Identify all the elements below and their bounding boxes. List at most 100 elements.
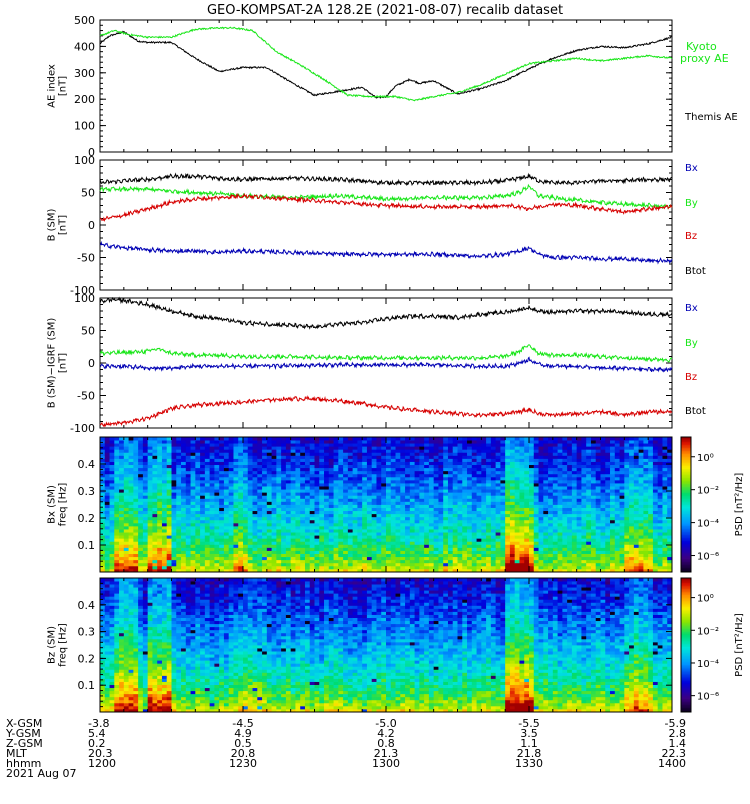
spectrogram-cell bbox=[253, 532, 258, 535]
spectrogram-cell bbox=[110, 563, 115, 566]
y-axis-label-line: B (SM)−IGRF (SM) bbox=[47, 318, 58, 409]
spectrogram-cell bbox=[553, 544, 558, 547]
spectrogram-cell bbox=[267, 511, 272, 514]
spectrogram-cell bbox=[510, 544, 515, 547]
spectrogram-cell bbox=[496, 489, 501, 492]
spectrogram-cell bbox=[100, 440, 105, 443]
spectrogram-cell bbox=[257, 529, 262, 532]
spectrogram-cell bbox=[138, 455, 143, 458]
spectrogram-cell bbox=[248, 440, 253, 443]
spectrogram-cell bbox=[157, 468, 162, 471]
spectrogram-cell bbox=[491, 501, 496, 504]
spectrogram-cell bbox=[462, 538, 467, 541]
spectrogram-cell bbox=[458, 462, 463, 465]
spectrogram-cell bbox=[129, 489, 134, 492]
spectrogram-cell bbox=[477, 498, 482, 501]
spectrogram-cell bbox=[119, 495, 124, 498]
spectrogram-cell bbox=[519, 492, 524, 495]
spectrogram-cell bbox=[577, 495, 582, 498]
spectrogram-cell bbox=[129, 566, 134, 569]
spectrogram-cell bbox=[577, 508, 582, 511]
spectrogram-cell bbox=[138, 532, 143, 535]
spectrogram-cell bbox=[434, 529, 439, 532]
spectrogram-cell bbox=[162, 526, 167, 529]
spectrogram-cell bbox=[324, 452, 329, 455]
spectrogram-cell bbox=[548, 498, 553, 501]
spectrogram-cell bbox=[491, 455, 496, 458]
spectrogram-cell bbox=[572, 547, 577, 550]
spectrogram-cell bbox=[362, 557, 367, 560]
spectrogram-cell bbox=[467, 557, 472, 560]
spectrogram-cell bbox=[319, 483, 324, 486]
spectrogram-cell bbox=[338, 505, 343, 508]
spectrogram-cell bbox=[129, 557, 134, 560]
spectrogram-cell bbox=[172, 437, 177, 440]
spectrogram-cell bbox=[319, 529, 324, 532]
spectrogram-cell bbox=[210, 541, 215, 544]
spectrogram-cell bbox=[553, 477, 558, 480]
spectrogram-cell bbox=[267, 495, 272, 498]
spectrogram-cell bbox=[210, 446, 215, 449]
spectrogram-cell bbox=[448, 501, 453, 504]
spectrogram-cell bbox=[114, 544, 119, 547]
spectrogram-cell bbox=[581, 465, 586, 468]
spectrogram-cell bbox=[519, 489, 524, 492]
spectrogram-cell bbox=[572, 505, 577, 508]
spectrogram-cell bbox=[543, 554, 548, 557]
spectrogram-cell bbox=[224, 501, 229, 504]
spectrogram-cell bbox=[534, 449, 539, 452]
spectrogram-cell bbox=[124, 532, 129, 535]
spectrogram-cell bbox=[210, 498, 215, 501]
spectrogram-cell bbox=[562, 498, 567, 501]
spectrogram-cell bbox=[472, 520, 477, 523]
spectrogram-cell bbox=[539, 535, 544, 538]
spectrogram-cell bbox=[553, 443, 558, 446]
spectrogram-cell bbox=[129, 547, 134, 550]
spectrogram-cell bbox=[162, 458, 167, 461]
spectrogram-cell bbox=[157, 547, 162, 550]
spectrogram-cell bbox=[195, 535, 200, 538]
spectrogram-cell bbox=[243, 486, 248, 489]
spectrogram-cell bbox=[315, 452, 320, 455]
spectrogram-cell bbox=[410, 495, 415, 498]
spectrogram-cell bbox=[381, 551, 386, 554]
spectrogram-cell bbox=[405, 446, 410, 449]
spectrogram-cell bbox=[548, 538, 553, 541]
spectrogram-cell bbox=[558, 514, 563, 517]
spectrogram-cell bbox=[243, 443, 248, 446]
spectrogram-cell bbox=[291, 544, 296, 547]
spectrogram-cell bbox=[238, 557, 243, 560]
spectrogram-cell bbox=[110, 443, 115, 446]
spectrogram-cell bbox=[243, 523, 248, 526]
spectrogram-cell bbox=[438, 449, 443, 452]
spectrogram-cell bbox=[391, 505, 396, 508]
y-tick-label: 50 bbox=[81, 187, 95, 200]
spectrogram-cell bbox=[391, 455, 396, 458]
spectrogram-cell bbox=[343, 566, 348, 569]
spectrogram-cell bbox=[434, 517, 439, 520]
spectrogram-cell bbox=[558, 458, 563, 461]
spectrogram-cell bbox=[157, 563, 162, 566]
spectrogram-cell bbox=[315, 523, 320, 526]
spectrogram-cell bbox=[286, 535, 291, 538]
spectrogram-cell bbox=[591, 511, 596, 514]
spectrogram-cell bbox=[315, 508, 320, 511]
spectrogram-cell bbox=[233, 544, 238, 547]
spectrogram-cell bbox=[238, 526, 243, 529]
spectrogram-cell bbox=[353, 514, 358, 517]
spectrogram-cell bbox=[286, 440, 291, 443]
spectrogram-cell bbox=[238, 489, 243, 492]
spectrogram-cell bbox=[572, 489, 577, 492]
spectrogram-cell bbox=[386, 560, 391, 563]
spectrogram-cell bbox=[319, 477, 324, 480]
spectrogram-cell bbox=[543, 495, 548, 498]
spectrogram-cell bbox=[152, 560, 157, 563]
spectrogram-cell bbox=[376, 486, 381, 489]
spectrogram-cell bbox=[410, 455, 415, 458]
spectrogram-cell bbox=[586, 455, 591, 458]
spectrogram-cell bbox=[534, 489, 539, 492]
spectrogram-cell bbox=[186, 501, 191, 504]
spectrogram-cell bbox=[562, 443, 567, 446]
spectrogram-cell bbox=[257, 492, 262, 495]
spectrogram-cell bbox=[205, 511, 210, 514]
